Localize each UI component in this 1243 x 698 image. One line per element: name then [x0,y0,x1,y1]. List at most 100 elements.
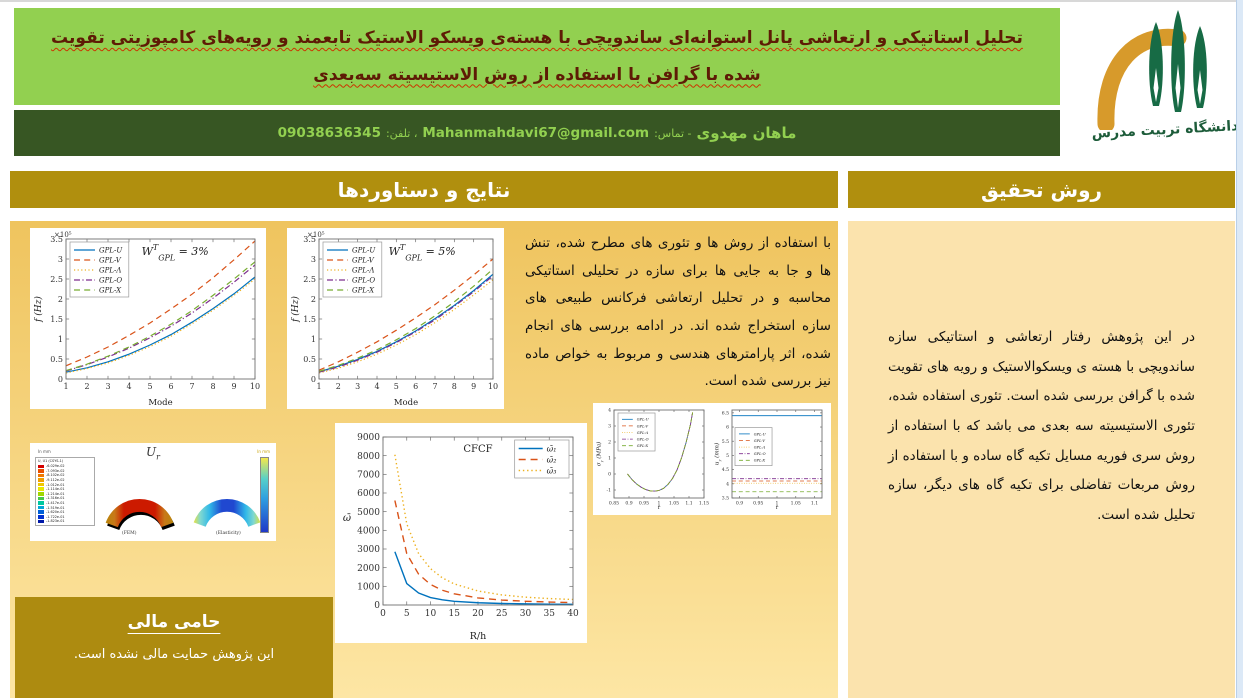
svg-text:0.9: 0.9 [625,501,632,507]
window-top-edge [0,0,1243,2]
svg-text:10: 10 [488,382,498,391]
elasticity-colorbar [260,457,269,533]
fem-legend-row: -1.214e-01 [38,492,92,497]
svg-text:1.05: 1.05 [669,501,679,507]
logo-trees [1149,10,1207,112]
university-logo: دانشگاه تربیت مدرس [1090,2,1240,160]
svg-text:2: 2 [311,295,316,304]
method-panel: در این پژوهش رفتار ارتعاشی و استاتیکی سا… [848,221,1235,698]
svg-text:GPL-Λ: GPL-Λ [99,267,121,275]
university-logo-graphic [1097,10,1207,133]
svg-text:GPL-U: GPL-U [637,418,650,422]
svg-text:ω̄: ω̄ [343,513,351,524]
fem-legend-row: -1.316e-01 [38,496,92,501]
frequency-chart-3pct-panel: 1 2 3 4 5 6 7 8 9 10 0 0.5 1 1.5 2 2.5 3 3.5 Mode f (Hz) ×10… [30,228,266,409]
svg-text:20: 20 [472,609,484,619]
svg-text:GPL-O: GPL-O [99,277,122,285]
svg-text:1: 1 [658,501,661,507]
results-section-title: نتایج و دستاوردها [337,177,511,202]
svg-text:3: 3 [608,424,611,430]
svg-text:2: 2 [336,382,341,391]
frequency-chart-3pct: 1 2 3 4 5 6 7 8 9 10 0 0.5 1 1.5 2 2.5 3 3.5 Mode f (Hz) ×10… [32,230,264,408]
svg-text:3: 3 [355,382,360,391]
svg-text:GPL-O: GPL-O [754,452,766,456]
svg-text:3.5: 3.5 [303,235,316,244]
svg-text:0.95: 0.95 [753,501,763,507]
radial-displacement-contour-panel: Ur In mm In mm U, U1 (CSYS-1) -6.029e-02… [30,443,276,541]
fem-legend-row: -1.519e-01 [38,505,92,510]
svg-text:10: 10 [425,609,437,619]
svg-text:ω̄₁: ω̄₁ [547,445,557,454]
svg-text:35: 35 [544,609,556,619]
svg-text:0: 0 [58,375,63,384]
svg-text:3: 3 [105,382,110,391]
svg-text:GPL-O: GPL-O [352,277,375,285]
svg-text:5: 5 [404,609,410,619]
svg-text:GPL-V: GPL-V [352,257,375,265]
svg-text:2.5: 2.5 [50,275,63,284]
svg-text:40: 40 [567,609,579,619]
fem-legend-row: -7.093e-02 [38,469,92,474]
svg-text:5000: 5000 [357,508,380,518]
svg-text:×10⁵: ×10⁵ [307,231,325,239]
svg-text:6000: 6000 [357,489,380,499]
fem-legend-row: -1.417e-01 [38,501,92,506]
title-banner: تحلیل استاتیکی و ارتعاشی پانل استوانه‌ای… [14,8,1060,105]
svg-text:10: 10 [250,382,260,391]
svg-text:Mode: Mode [394,398,418,407]
svg-text:R/h: R/h [470,631,486,641]
svg-text:6: 6 [726,425,729,431]
logo-arch [1097,28,1187,133]
svg-text:9: 9 [231,382,236,391]
svg-text:σr (MPa): σr (MPa) [596,442,605,466]
author-phone: 09038636345 [277,125,381,141]
svg-text:7000: 7000 [357,470,380,480]
fem-legend-row: -6.029e-02 [38,464,92,469]
poster-title: تحلیل استاتیکی و ارتعاشی پانل استوانه‌ای… [51,27,1023,85]
svg-text:Mode: Mode [148,398,172,407]
svg-text:5: 5 [147,382,152,391]
unit-label-left: In mm [38,449,51,454]
svg-text:6.5: 6.5 [722,410,729,416]
elasticity-caption: (Elasticity) [216,531,241,536]
svg-text:GPL-Λ: GPL-Λ [754,445,766,449]
svg-text:1.5: 1.5 [50,315,63,324]
svg-text:30: 30 [520,609,532,619]
svg-text:0: 0 [374,601,380,611]
svg-text:1: 1 [316,382,321,391]
svg-text:GPL-U: GPL-U [99,247,123,255]
svg-text:GPL-O: GPL-O [637,437,649,441]
svg-text:8000: 8000 [357,452,380,462]
fem-legend-title: U, U1 (CSYS-1) [38,459,64,463]
svg-text:3.5: 3.5 [50,235,63,244]
cfcf-frequency-chart: 0 5 10 15 20 25 30 35 40 0 1000 2000 3000 4000 5000 600… [337,425,585,642]
svg-text:×10⁵: ×10⁵ [54,231,72,239]
method-body-text: در این پژوهش رفتار ارتعاشی و استاتیکی سا… [888,329,1195,524]
svg-text:ω̄₂: ω̄₂ [547,456,557,465]
svg-text:2000: 2000 [357,564,380,574]
svg-text:15: 15 [449,609,461,619]
svg-text:0.5: 0.5 [303,355,316,364]
results-section-header: نتایج و دستاوردها [10,171,838,208]
svg-text:1000: 1000 [357,582,380,592]
svg-text:8: 8 [210,382,215,391]
svg-text:1.1: 1.1 [811,501,818,507]
svg-text:9000: 9000 [357,433,380,443]
svg-text:4.5: 4.5 [722,467,729,473]
svg-text:1: 1 [63,382,68,391]
svg-text:GPL-Λ: GPL-Λ [352,267,374,275]
svg-text:2: 2 [58,295,63,304]
sponsor-block: حامی مالی این پژوهش حمایت مالی نشده است. [15,597,333,698]
svg-text:6: 6 [168,382,173,391]
svg-text:2: 2 [608,440,611,446]
cfcf-chart-panel: 0 5 10 15 20 25 30 35 40 0 1000 2000 3000 4000 5000 600… [335,423,587,643]
fem-legend-row: -1.012e-01 [38,482,92,487]
sponsor-body-text: این پژوهش حمایت مالی نشده است. [73,647,275,662]
svg-text:-1: -1 [607,488,612,494]
svg-text:5: 5 [394,382,399,391]
svg-text:1.05: 1.05 [791,501,801,507]
svg-text:GPL-X: GPL-X [352,287,375,295]
mini-charts-panel: 0.85 0.9 0.95 1 1.05 1.1 1.15 -1 0 1 2 3 4 r̄ σr (MPa)… [593,403,831,515]
elasticity-arch-contour [193,498,261,527]
fem-arch-contour [105,498,175,531]
